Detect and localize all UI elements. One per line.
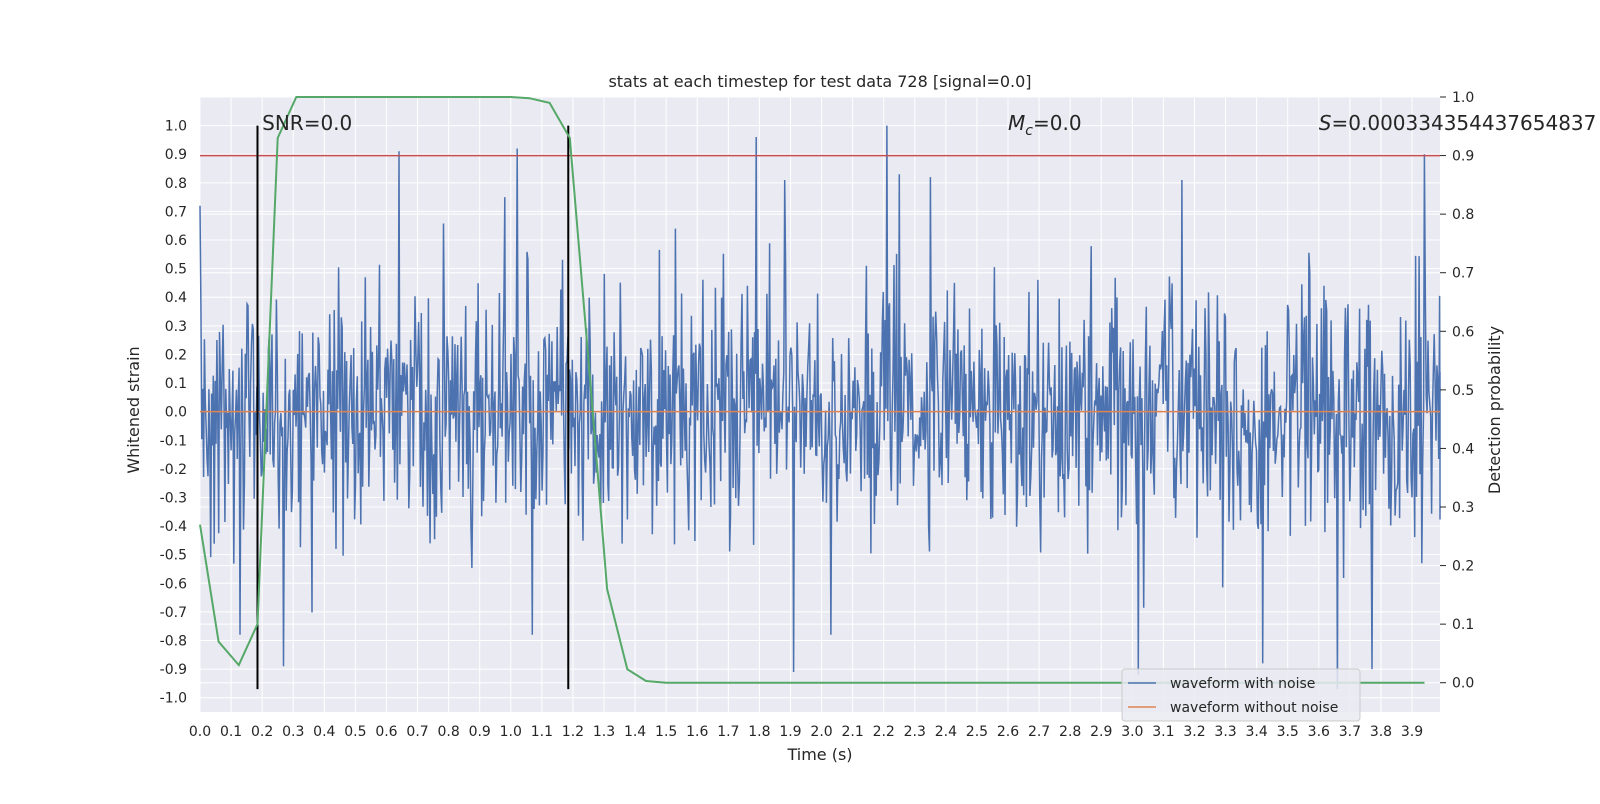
x-tick-label: 1.4 xyxy=(624,724,646,740)
x-tick-label: 0.1 xyxy=(220,724,242,740)
y2-tick-label: 0.0 xyxy=(1452,676,1474,692)
x-tick-label: 3.3 xyxy=(1214,724,1236,740)
annotation-symbol: M xyxy=(1008,111,1025,135)
x-tick-label: 2.4 xyxy=(935,724,957,740)
x-tick-label: 2.9 xyxy=(1090,724,1112,740)
x-tick-label: 3.9 xyxy=(1401,724,1423,740)
legend-label-waveform-without-noise: waveform without noise xyxy=(1170,700,1338,716)
x-axis-label: Time (s) xyxy=(786,745,852,764)
y2-tick-label: 0.1 xyxy=(1452,617,1474,633)
x-tick-label: 0.9 xyxy=(469,724,491,740)
y2-tick-label: 0.9 xyxy=(1452,149,1474,165)
y-tick-label: 0.2 xyxy=(165,347,187,363)
annotation-text: Mc=0.0 xyxy=(1008,111,1082,139)
y2-axis-label: Detection probability xyxy=(1485,326,1504,494)
y-tick-label: -0.4 xyxy=(160,519,187,535)
x-tick-label: 3.7 xyxy=(1339,724,1361,740)
y-tick-label: -0.5 xyxy=(160,548,187,564)
y2-axis-ticks: 1.0 0.9 0.8 0.7 0.6 0.5 0.4 0.3 0.2 0.1 0.0 xyxy=(1440,90,1474,692)
x-tick-label: 2.5 xyxy=(966,724,988,740)
x-tick-label: 3.8 xyxy=(1370,724,1392,740)
legend: waveform with noise waveform without noi… xyxy=(1121,668,1361,722)
y2-tick-label: 0.5 xyxy=(1452,383,1474,399)
x-tick-label: 1.9 xyxy=(779,724,801,740)
x-tick-label: 1.7 xyxy=(717,724,739,740)
x-axis-ticks: 0.0 0.1 0.2 0.3 0.4 0.5 0.6 0.7 0.8 0.9 1.0 1.1 1.2 1… xyxy=(189,724,1423,740)
y2-tick-label: 0.6 xyxy=(1452,324,1474,340)
y-tick-label: 0.4 xyxy=(165,290,187,306)
x-tick-label: 1.6 xyxy=(686,724,708,740)
y-tick-label: -0.3 xyxy=(160,490,187,506)
y-tick-label: 0.5 xyxy=(165,262,187,278)
x-tick-label: 3.5 xyxy=(1277,724,1299,740)
annotation-text: SNR=0.0 xyxy=(262,111,352,135)
x-tick-label: 0.4 xyxy=(313,724,335,740)
x-tick-label: 0.6 xyxy=(375,724,397,740)
annotation-subscript: c xyxy=(1025,123,1033,139)
y2-tick-label: 0.2 xyxy=(1452,559,1474,575)
legend-label-waveform-with-noise: waveform with noise xyxy=(1170,676,1315,692)
x-tick-label: 2.1 xyxy=(841,724,863,740)
x-tick-label: 0.8 xyxy=(437,724,459,740)
y-tick-label: -0.7 xyxy=(160,605,187,621)
legend-box xyxy=(1121,668,1361,722)
x-tick-label: 0.5 xyxy=(344,724,366,740)
x-tick-label: 0.0 xyxy=(189,724,211,740)
x-tick-label: 3.6 xyxy=(1308,724,1330,740)
y-axis-ticks: 1.0 0.9 0.8 0.7 0.6 0.5 0.4 0.3 0.2 0.1 0.0 -0.1 -0.… xyxy=(160,119,187,707)
x-tick-label: 2.7 xyxy=(1028,724,1050,740)
series-waveform-with-noise xyxy=(199,125,1441,690)
x-tick-label: 3.2 xyxy=(1183,724,1205,740)
noise-waveform-line xyxy=(199,125,1441,690)
annotations: SNR=0.0 Mc=0.0 S=0.000334354437654837 xyxy=(262,111,1596,139)
y-tick-label: 0.7 xyxy=(165,204,187,220)
y-tick-label: 0.6 xyxy=(165,233,187,249)
y2-tick-label: 0.3 xyxy=(1452,500,1474,516)
y-tick-label: -0.9 xyxy=(160,662,187,678)
y-tick-label: 0.0 xyxy=(165,405,187,421)
x-tick-label: 2.6 xyxy=(997,724,1019,740)
x-tick-label: 1.3 xyxy=(593,724,615,740)
annotation-value: =0.0 xyxy=(1033,111,1082,135)
y-tick-label: 0.3 xyxy=(165,319,187,335)
x-tick-label: 2.8 xyxy=(1059,724,1081,740)
y-tick-label: -0.8 xyxy=(160,633,187,649)
x-tick-label: 3.4 xyxy=(1246,724,1268,740)
annotation-symbol: S xyxy=(1319,111,1332,135)
reference-lines xyxy=(200,125,1440,690)
x-tick-label: 3.1 xyxy=(1152,724,1174,740)
x-tick-label: 0.2 xyxy=(251,724,273,740)
y-tick-label: -1.0 xyxy=(160,691,187,707)
x-tick-label: 2.3 xyxy=(904,724,926,740)
x-tick-label: 0.7 xyxy=(406,724,428,740)
x-tick-label: 1.1 xyxy=(531,724,553,740)
y-axis-label: Whitened strain xyxy=(124,346,143,473)
x-tick-label: 1.0 xyxy=(500,724,522,740)
chart-title: stats at each timestep for test data 728… xyxy=(608,72,1031,91)
annotation-text: S=0.000334354437654837 xyxy=(1319,111,1597,135)
y-tick-label: -0.6 xyxy=(160,576,187,592)
x-tick-label: 2.0 xyxy=(810,724,832,740)
y-tick-label: 1.0 xyxy=(165,119,187,135)
annotation-value: =0.000334354437654837 xyxy=(1332,111,1597,135)
y-tick-label: -0.2 xyxy=(160,462,187,478)
x-tick-label: 0.3 xyxy=(282,724,304,740)
y2-tick-label: 1.0 xyxy=(1452,90,1474,106)
annotation-value: SNR=0.0 xyxy=(262,111,352,135)
x-tick-label: 1.8 xyxy=(748,724,770,740)
x-tick-label: 2.2 xyxy=(873,724,895,740)
y-tick-label: 0.1 xyxy=(165,376,187,392)
y2-tick-label: 0.7 xyxy=(1452,266,1474,282)
y-tick-label: 0.8 xyxy=(165,176,187,192)
x-tick-label: 3.0 xyxy=(1121,724,1143,740)
y2-tick-label: 0.8 xyxy=(1452,207,1474,223)
x-tick-label: 1.2 xyxy=(562,724,584,740)
x-tick-label: 1.5 xyxy=(655,724,677,740)
y2-tick-label: 0.4 xyxy=(1452,441,1474,457)
y-tick-label: -0.1 xyxy=(160,433,187,449)
y-tick-label: 0.9 xyxy=(165,147,187,163)
